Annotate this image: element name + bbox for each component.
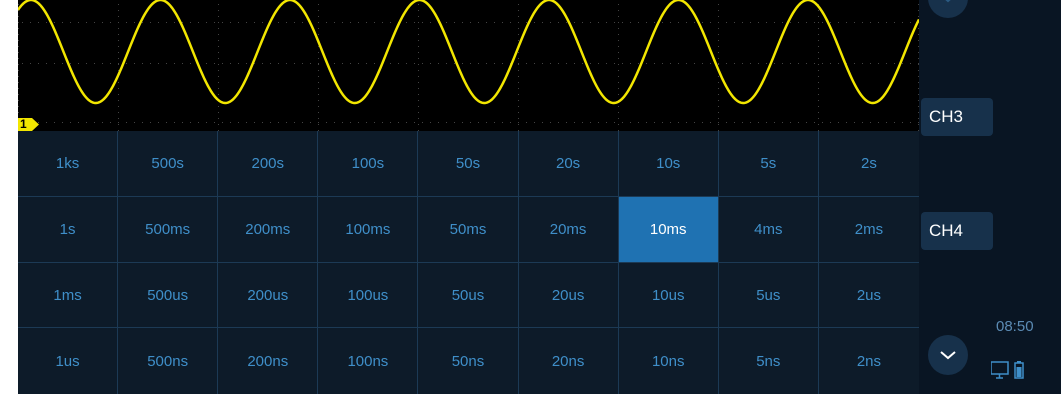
timebase-option-2ms[interactable]: 2ms [818, 197, 919, 263]
status-icons [990, 360, 1027, 387]
timebase-option-10us[interactable]: 10us [618, 263, 719, 328]
timebase-option-2us[interactable]: 2us [818, 263, 919, 328]
battery-icon [1014, 361, 1024, 379]
timebase-option-10s[interactable]: 10s [618, 131, 719, 197]
chevron-down-icon [940, 351, 956, 360]
timebase-option-1ks[interactable]: 1ks [18, 131, 119, 197]
ch4-button[interactable]: CH4 [921, 212, 993, 250]
timebase-option-5ns[interactable]: 5ns [719, 328, 819, 394]
timebase-option-10ns[interactable]: 10ns [619, 328, 719, 394]
waveform-display: 1 [18, 0, 919, 131]
sidebar: CH3 CH4 08:50 [919, 0, 1061, 394]
timebase-option-2s[interactable]: 2s [818, 131, 919, 197]
timebase-option-500us[interactable]: 500us [118, 263, 219, 328]
timebase-option-5s[interactable]: 5s [718, 131, 819, 197]
timebase-option-200us[interactable]: 200us [218, 263, 319, 328]
scope-graticule [18, 4, 919, 131]
timebase-option-20ms[interactable]: 20ms [518, 197, 619, 263]
waveform-canvas [18, 0, 919, 131]
timebase-grid: 1ks 500s 200s 100s 50s 20s 10s 5s 2s 1s 500ms 200ms… [18, 131, 919, 394]
timebase-option-2ns[interactable]: 2ns [856, 352, 882, 370]
timebase-option-100ns[interactable]: 100ns [318, 328, 419, 394]
timebase-option-500ms[interactable]: 500ms [118, 197, 219, 263]
timebase-option-20s[interactable]: 20s [518, 131, 619, 197]
timebase-option-100s[interactable]: 100s [318, 131, 419, 197]
timebase-option-20us[interactable]: 20us [518, 263, 619, 328]
timebase-option-100ms[interactable]: 100ms [318, 197, 419, 263]
timebase-option-50us[interactable]: 50us [418, 263, 519, 328]
ch3-button[interactable]: CH3 [921, 98, 993, 136]
timebase-option-200ns[interactable]: 200ns [218, 328, 319, 394]
timebase-option-200ms[interactable]: 200ms [218, 197, 319, 263]
marker-flag-icon [18, 118, 39, 131]
chevron-down-icon [945, 0, 951, 3]
timebase-option-500s[interactable]: 500s [118, 131, 219, 197]
monitor-icon [990, 361, 1009, 379]
clock-time: 08:50 [996, 318, 1034, 335]
status-icons-svg [990, 361, 1024, 379]
timebase-option-5us[interactable]: 5us [718, 263, 819, 328]
channel-marker-number: 1 [20, 117, 27, 131]
timebase-option-20ns[interactable]: 20ns [519, 328, 619, 394]
timebase-option-200s[interactable]: 200s [218, 131, 319, 197]
expand-down-button[interactable] [928, 335, 968, 375]
timebase-option-10ms[interactable]: 10ms [618, 197, 719, 263]
timebase-option-50s[interactable]: 50s [418, 131, 519, 197]
timebase-option-50ns[interactable]: 50ns [418, 328, 519, 394]
timebase-option-1us[interactable]: 1us [18, 328, 119, 394]
scroll-up-button[interactable] [928, 0, 968, 18]
timebase-option-500ns[interactable]: 500ns [118, 328, 219, 394]
timebase-option-1ms[interactable]: 1ms [18, 263, 119, 328]
timebase-option-100us[interactable]: 100us [318, 263, 419, 328]
timebase-option-4ms[interactable]: 4ms [718, 197, 819, 263]
channel-1-trace [18, 0, 919, 105]
channel-1-marker[interactable]: 1 [18, 117, 39, 131]
timebase-option-1s[interactable]: 1s [18, 197, 119, 263]
timebase-option-50ms[interactable]: 50ms [418, 197, 519, 263]
